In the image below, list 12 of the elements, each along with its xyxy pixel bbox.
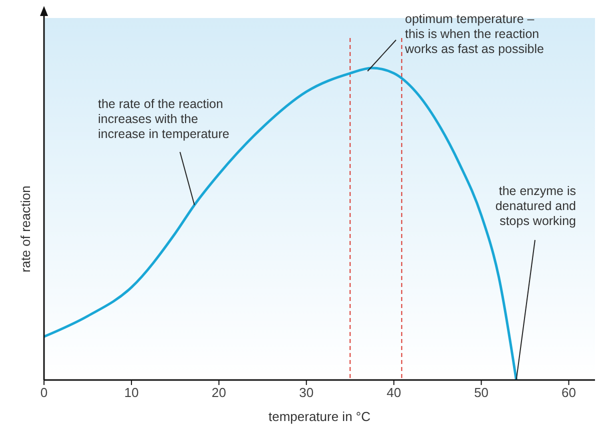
x-tick-label: 50 [474,385,489,400]
x-tick-label: 20 [212,385,226,400]
annotation: optimum temperature – this is when the reaction works as fast as possible [404,12,544,56]
annotation: the rate of the reaction increases with the increase in temperature [98,97,230,141]
annotation: the enzyme is denatured and stops working [495,184,576,228]
x-tick-label: 40 [386,385,402,400]
x-tick-label: 30 [299,385,314,400]
x-tick-label: 60 [562,385,576,400]
x-tick-label: 10 [124,385,139,400]
x-tick-label: 0 [40,385,48,400]
x-axis-title: temperature in °C [268,409,371,424]
y-axis-title: rate of reaction [18,186,33,272]
